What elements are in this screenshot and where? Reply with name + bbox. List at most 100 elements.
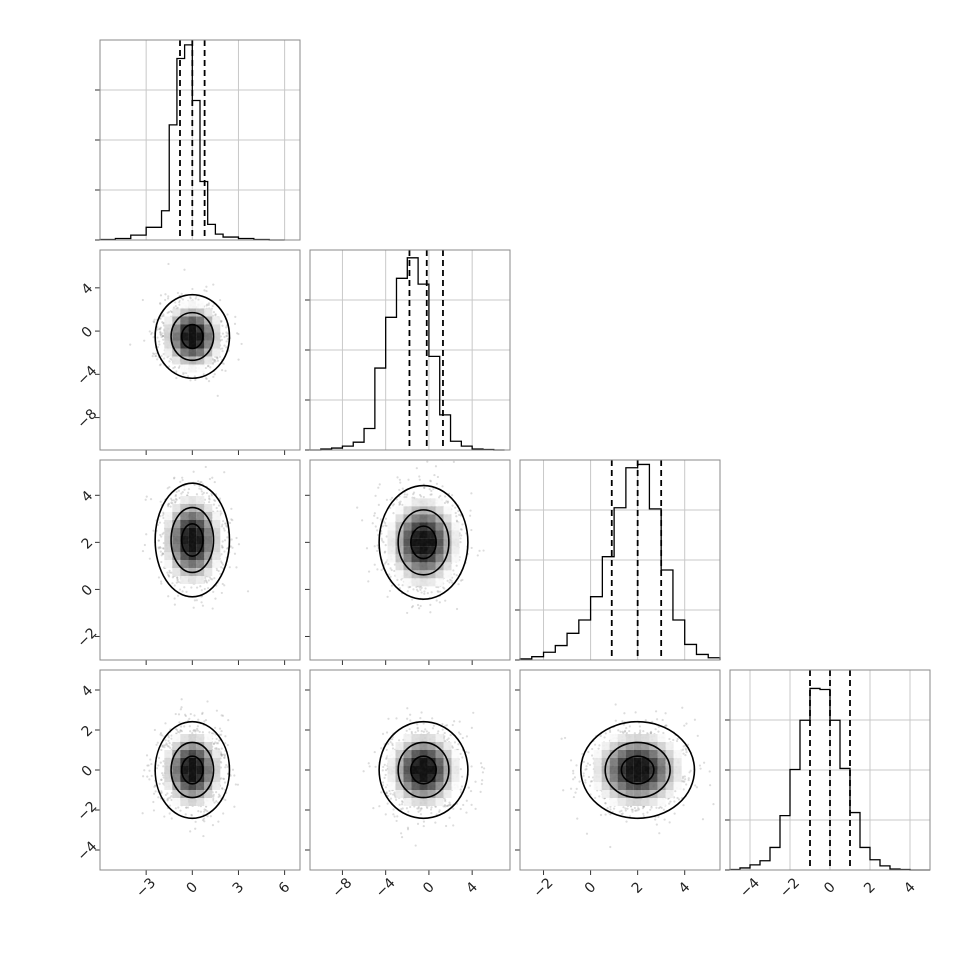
sample-point: [401, 503, 404, 506]
sample-point: [442, 586, 445, 589]
sample-point: [208, 498, 211, 501]
sample-point: [209, 577, 212, 580]
sample-point: [159, 363, 162, 366]
density-cell: [212, 340, 221, 349]
panel-frame: [519, 459, 721, 661]
sample-point: [407, 478, 410, 481]
density-cell: [196, 356, 205, 365]
sample-point: [389, 506, 392, 510]
sample-point: [178, 496, 181, 500]
histogram-panel: [95, 39, 301, 241]
sample-point: [167, 311, 170, 314]
sample-point: [478, 549, 481, 552]
sample-point: [426, 592, 429, 595]
sample-point: [160, 333, 163, 337]
density-cell: [403, 562, 412, 571]
sample-point: [398, 502, 402, 505]
sample-point: [226, 547, 229, 550]
density-cell: [204, 528, 213, 536]
sample-point: [220, 754, 223, 758]
density-cell: [411, 530, 420, 539]
sample-point: [178, 303, 181, 306]
sample-point: [179, 480, 182, 484]
sample-point: [226, 332, 229, 335]
sample-point: [167, 262, 170, 266]
sample-point: [398, 501, 401, 504]
sample-point: [376, 544, 379, 547]
contour-line: [378, 484, 469, 600]
sample-point: [166, 487, 169, 490]
sample-point: [482, 549, 485, 552]
sample-point: [391, 504, 395, 507]
sample-point: [193, 714, 196, 717]
density-cell: [411, 506, 420, 515]
contour-line: [397, 509, 450, 576]
sample-point: [176, 578, 179, 581]
sample-point: [461, 578, 464, 581]
sample-point: [403, 493, 406, 496]
sample-point: [162, 531, 165, 534]
sample-point: [166, 745, 169, 748]
sample-point: [225, 340, 228, 343]
sample-point: [160, 554, 163, 557]
density-cell: [395, 562, 404, 571]
sample-point: [174, 494, 177, 498]
density-cell: [188, 364, 197, 373]
panel-content: [129, 262, 243, 397]
density-cell: [387, 538, 396, 547]
sample-point: [189, 379, 192, 382]
sample-point: [167, 502, 171, 505]
sample-point: [215, 748, 218, 751]
sample-point: [200, 481, 203, 484]
density-cell: [427, 554, 436, 563]
sample-point: [178, 588, 182, 591]
sample-point: [162, 352, 165, 356]
density-cell: [435, 514, 444, 523]
density-cell: [172, 308, 181, 317]
sample-point: [150, 774, 153, 777]
density-cell: [411, 570, 420, 579]
density-cell: [435, 570, 444, 579]
sample-point: [159, 546, 162, 549]
density-cell: [180, 528, 189, 536]
sample-point: [373, 514, 376, 517]
sample-point: [220, 319, 223, 323]
sample-point: [459, 537, 462, 540]
sample-point: [172, 366, 175, 370]
sample-point: [177, 580, 180, 584]
density-cell: [196, 348, 205, 357]
sample-point: [192, 470, 195, 473]
sample-point: [411, 496, 414, 499]
sample-point: [449, 578, 452, 581]
density-cell: [212, 552, 221, 560]
sample-point: [212, 311, 216, 314]
sample-point: [156, 328, 159, 331]
sample-point: [220, 591, 223, 595]
density-cell: [451, 554, 460, 563]
density-cell: [451, 530, 460, 539]
sample-point: [159, 333, 162, 336]
sample-point: [167, 574, 170, 577]
sample-point: [401, 584, 404, 587]
sample-point: [143, 543, 146, 547]
sample-point: [220, 561, 223, 564]
sample-point: [220, 320, 223, 323]
sample-point: [227, 719, 230, 722]
sample-point: [176, 576, 179, 579]
sample-point: [390, 584, 394, 587]
sample-point: [212, 590, 215, 594]
sample-point: [168, 571, 171, 574]
density-cell: [212, 332, 221, 341]
sample-point: [141, 298, 144, 302]
sample-point: [398, 587, 401, 590]
sample-point: [195, 493, 199, 496]
sample-point: [201, 493, 204, 496]
sample-point: [223, 539, 227, 542]
sample-point: [148, 330, 151, 333]
sample-point: [164, 293, 167, 296]
sample-point: [167, 797, 170, 800]
sample-point: [397, 583, 400, 586]
density-cell: [180, 364, 189, 373]
sample-point: [384, 524, 387, 527]
sample-point: [171, 576, 174, 579]
